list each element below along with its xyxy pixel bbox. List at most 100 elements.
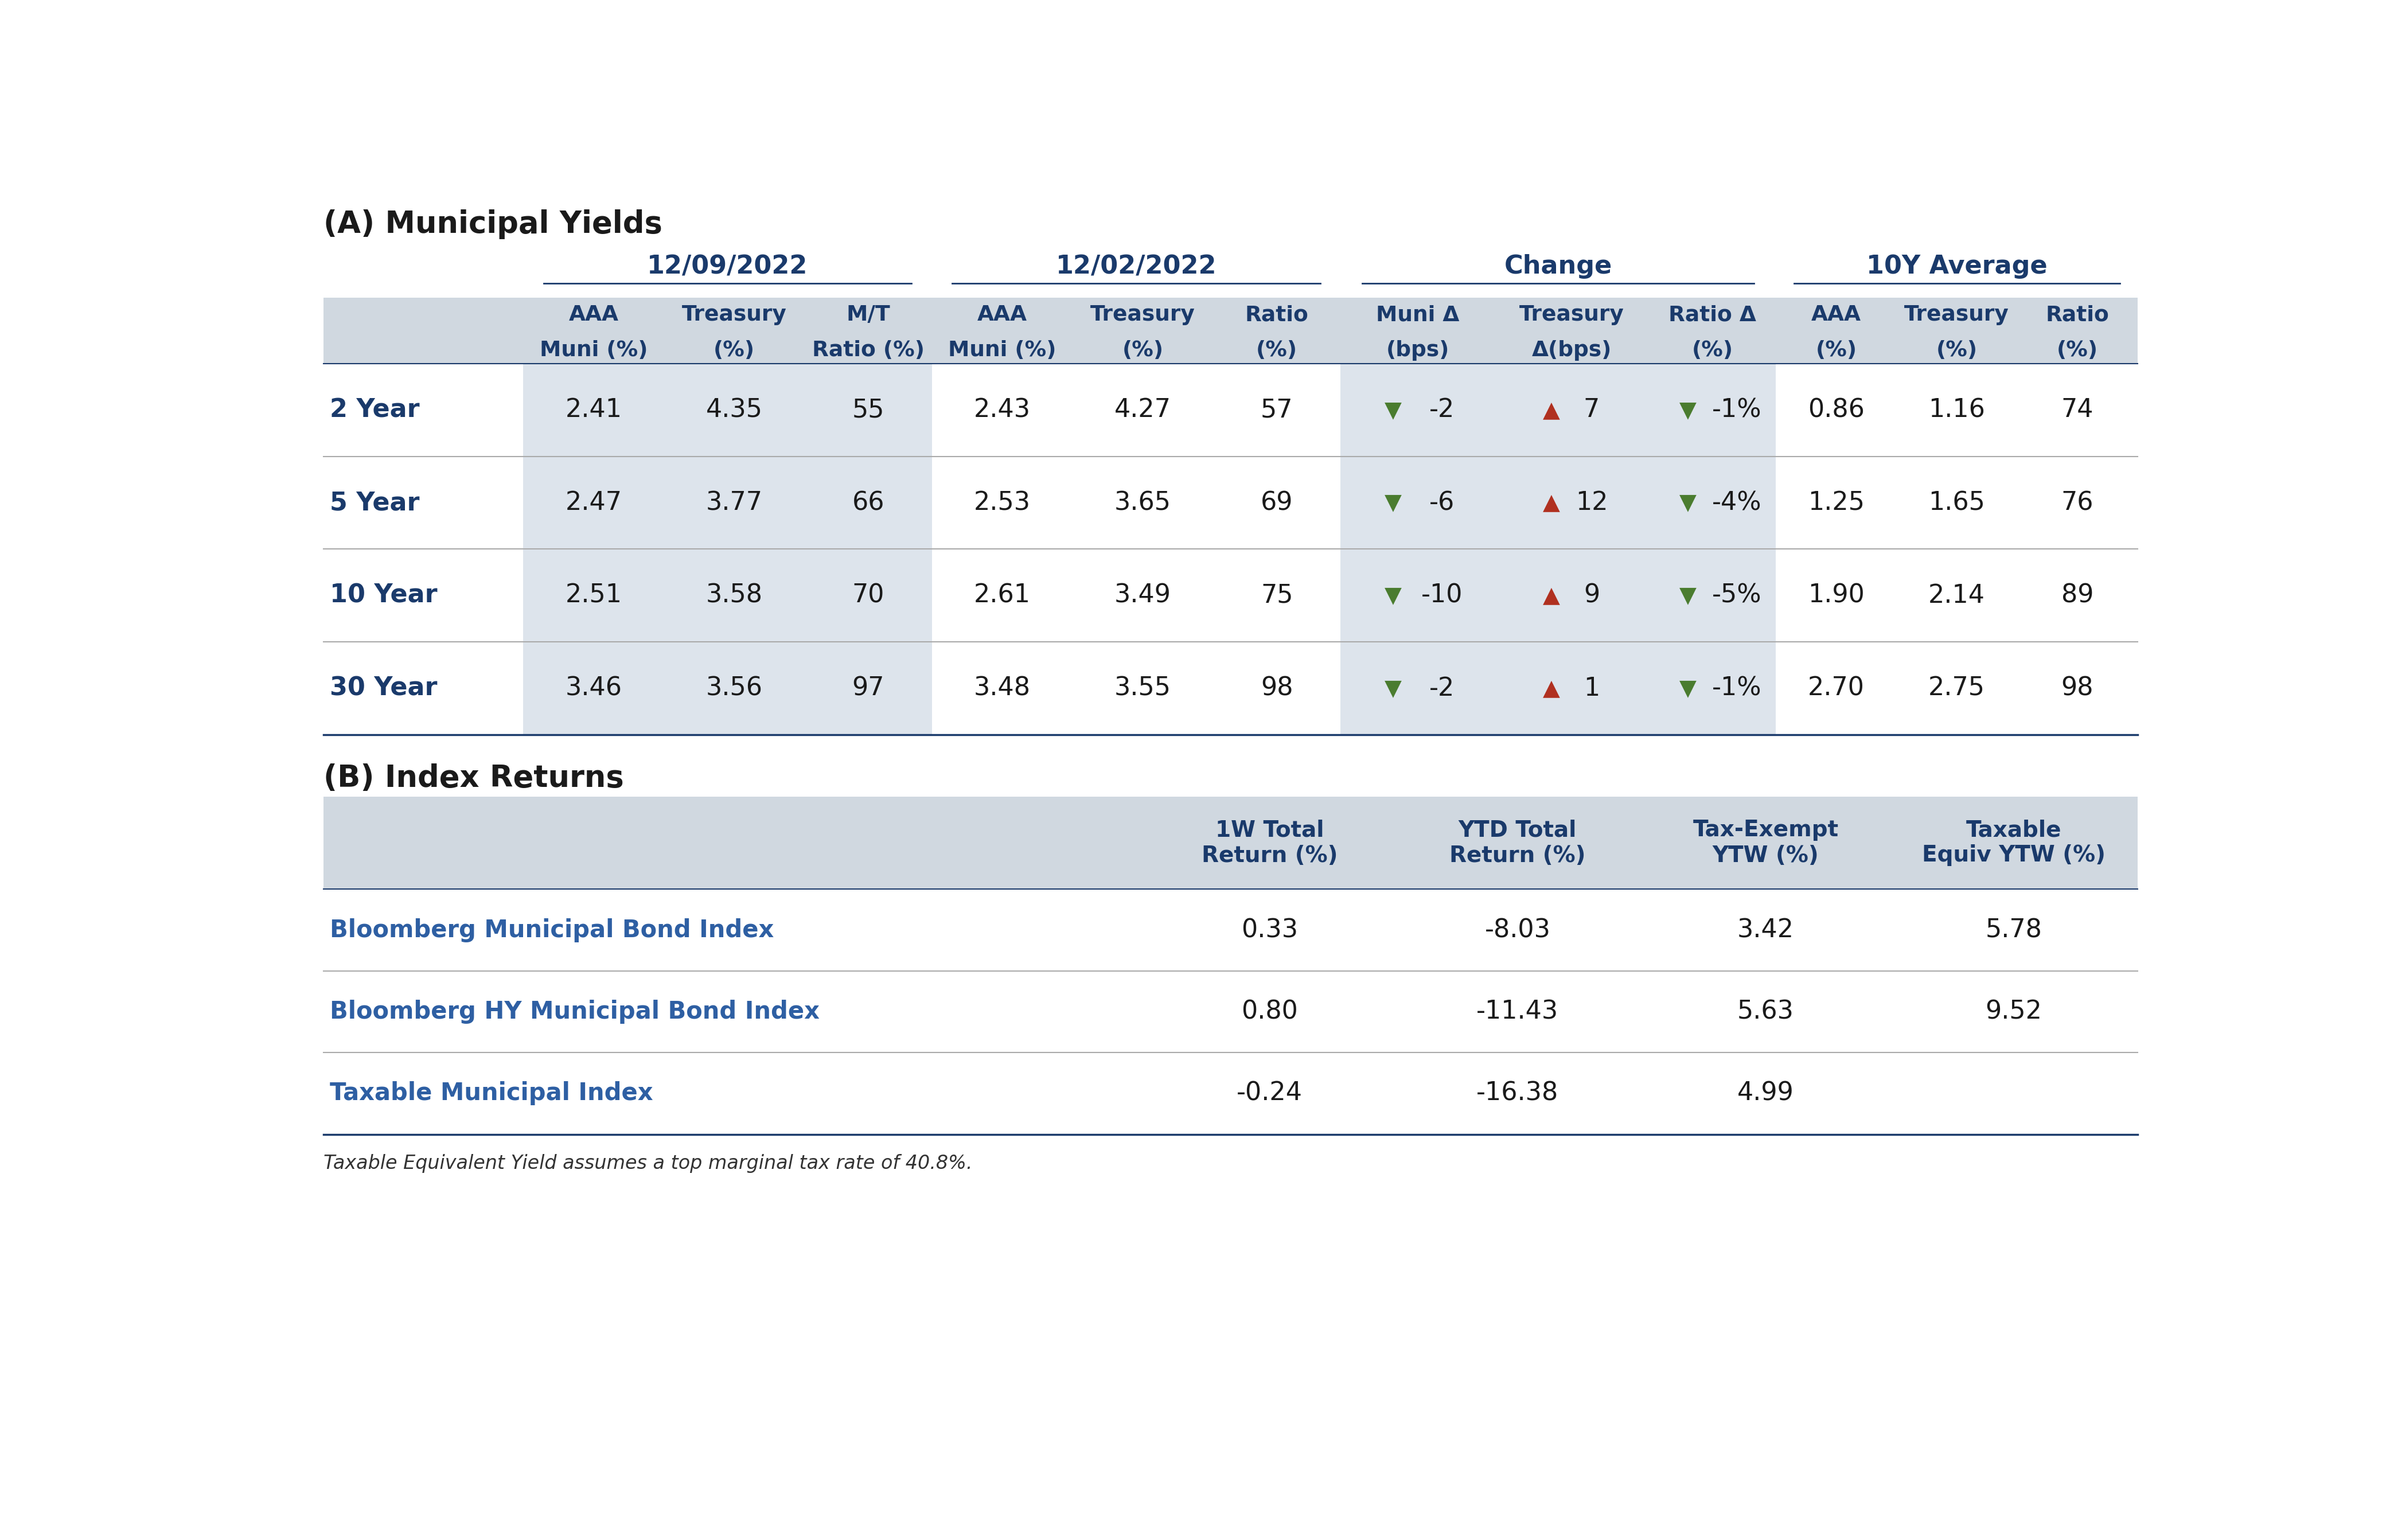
Text: 1.25: 1.25 (1807, 490, 1864, 514)
Text: ▼: ▼ (1680, 678, 1697, 699)
FancyBboxPatch shape (323, 796, 2137, 889)
Text: (%): (%) (715, 340, 755, 360)
Text: 89: 89 (2060, 584, 2094, 608)
Text: Ratio: Ratio (2046, 305, 2108, 325)
Text: Treasury: Treasury (1090, 305, 1195, 325)
Text: 4.35: 4.35 (705, 397, 762, 422)
Text: 75: 75 (1260, 584, 1293, 608)
Text: 0.86: 0.86 (1807, 397, 1864, 422)
Text: -2: -2 (1429, 676, 1456, 701)
Text: -8.03: -8.03 (1484, 918, 1551, 942)
Text: Treasury: Treasury (1520, 305, 1625, 325)
Text: Muni (%): Muni (%) (949, 340, 1056, 360)
Text: 1.16: 1.16 (1929, 397, 1986, 422)
Text: 76: 76 (2060, 490, 2094, 514)
Text: -11.43: -11.43 (1477, 999, 1558, 1024)
Text: 30 Year: 30 Year (330, 676, 437, 701)
Text: 9: 9 (1585, 584, 1599, 608)
Text: 66: 66 (851, 490, 884, 514)
Text: Ratio: Ratio (1245, 305, 1310, 325)
Text: 10Y Average: 10Y Average (1867, 254, 2048, 279)
Text: -1%: -1% (1711, 397, 1761, 422)
Text: 0.80: 0.80 (1240, 999, 1298, 1024)
Text: 0.33: 0.33 (1240, 918, 1298, 942)
Text: ▲: ▲ (1544, 491, 1561, 514)
Text: 3.65: 3.65 (1114, 490, 1171, 514)
Text: ▼: ▼ (1384, 678, 1401, 699)
Text: 5.78: 5.78 (1986, 918, 2041, 942)
Text: 9.52: 9.52 (1986, 999, 2041, 1024)
Text: ▲: ▲ (1544, 678, 1561, 699)
Text: ▼: ▼ (1680, 585, 1697, 607)
Text: 74: 74 (2060, 397, 2094, 422)
FancyBboxPatch shape (523, 363, 932, 735)
Text: 1.90: 1.90 (1807, 584, 1864, 608)
Text: (A) Municipal Yields: (A) Municipal Yields (323, 209, 662, 239)
Text: 69: 69 (1260, 490, 1293, 514)
Text: 10 Year: 10 Year (330, 584, 437, 608)
Text: 4.99: 4.99 (1738, 1081, 1795, 1106)
Text: 1W Total
Return (%): 1W Total Return (%) (1202, 819, 1338, 867)
FancyBboxPatch shape (323, 297, 2137, 363)
Text: -5%: -5% (1711, 584, 1761, 608)
Text: 2.51: 2.51 (564, 584, 621, 608)
Text: 2.75: 2.75 (1929, 676, 1986, 701)
Text: 70: 70 (851, 584, 884, 608)
Text: Ratio Δ: Ratio Δ (1668, 305, 1757, 325)
Text: 98: 98 (1260, 676, 1293, 701)
FancyBboxPatch shape (1341, 363, 1776, 735)
Text: Taxable Equivalent Yield assumes a top marginal tax rate of 40.8%.: Taxable Equivalent Yield assumes a top m… (323, 1153, 973, 1173)
Text: 2.14: 2.14 (1929, 584, 1986, 608)
Text: 3.58: 3.58 (705, 584, 762, 608)
Text: -2: -2 (1429, 397, 1456, 422)
Text: Δ(bps): Δ(bps) (1532, 340, 1611, 360)
Text: -16.38: -16.38 (1477, 1081, 1558, 1106)
Text: M/T: M/T (846, 305, 889, 325)
Text: Muni Δ: Muni Δ (1377, 305, 1460, 325)
Text: 2.61: 2.61 (973, 584, 1030, 608)
Text: -0.24: -0.24 (1236, 1081, 1303, 1106)
Text: 5.63: 5.63 (1738, 999, 1795, 1024)
Text: 2.70: 2.70 (1807, 676, 1864, 701)
Text: Ratio (%): Ratio (%) (813, 340, 925, 360)
Text: (%): (%) (1123, 340, 1164, 360)
Text: (%): (%) (2058, 340, 2098, 360)
Text: ▼: ▼ (1384, 585, 1401, 607)
Text: (bps): (bps) (1386, 340, 1448, 360)
Text: ▼: ▼ (1680, 399, 1697, 420)
Text: 57: 57 (1260, 397, 1293, 422)
Text: Change: Change (1503, 254, 1613, 279)
Text: 5 Year: 5 Year (330, 490, 421, 514)
Text: ▼: ▼ (1680, 491, 1697, 514)
Text: 7: 7 (1585, 397, 1599, 422)
Text: 4.27: 4.27 (1114, 397, 1171, 422)
Text: Bloomberg HY Municipal Bond Index: Bloomberg HY Municipal Bond Index (330, 999, 820, 1024)
Text: 1.65: 1.65 (1929, 490, 1986, 514)
Text: YTD Total
Return (%): YTD Total Return (%) (1448, 819, 1585, 867)
Text: -6: -6 (1429, 490, 1456, 514)
Text: -10: -10 (1422, 584, 1463, 608)
Text: (%): (%) (1816, 340, 1857, 360)
Text: ▲: ▲ (1544, 399, 1561, 420)
Text: Treasury: Treasury (681, 305, 786, 325)
Text: -4%: -4% (1711, 490, 1761, 514)
Text: 2.41: 2.41 (564, 397, 621, 422)
Text: 98: 98 (2060, 676, 2094, 701)
Text: Taxable
Equiv YTW (%): Taxable Equiv YTW (%) (1922, 819, 2106, 867)
Text: 2 Year: 2 Year (330, 397, 421, 422)
Text: 3.77: 3.77 (705, 490, 762, 514)
Text: 1: 1 (1585, 676, 1599, 701)
Text: Bloomberg Municipal Bond Index: Bloomberg Municipal Bond Index (330, 918, 774, 942)
Text: AAA: AAA (978, 305, 1028, 325)
Text: 3.46: 3.46 (564, 676, 621, 701)
Text: ▲: ▲ (1544, 585, 1561, 607)
Text: 3.55: 3.55 (1114, 676, 1171, 701)
Text: ▼: ▼ (1384, 399, 1401, 420)
Text: Muni (%): Muni (%) (540, 340, 648, 360)
Text: (%): (%) (1936, 340, 1977, 360)
Text: 55: 55 (851, 397, 884, 422)
Text: 3.56: 3.56 (705, 676, 762, 701)
Text: AAA: AAA (1812, 305, 1862, 325)
Text: 3.49: 3.49 (1114, 584, 1171, 608)
Text: 2.43: 2.43 (973, 397, 1030, 422)
